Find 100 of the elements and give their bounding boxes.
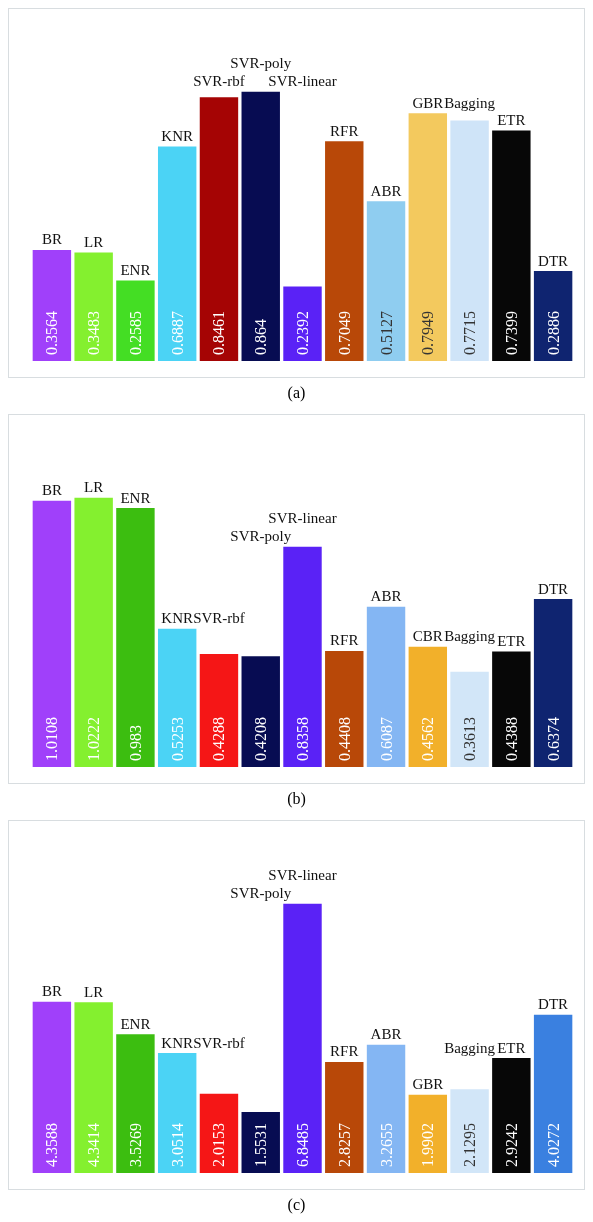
bar — [199, 1093, 239, 1173]
x-tick-label: LR — [84, 479, 104, 496]
x-tick-label: ETR — [497, 1039, 526, 1056]
data-label: 3.2655 — [377, 1123, 395, 1167]
bar — [366, 201, 406, 361]
bar — [366, 1044, 406, 1173]
bar — [325, 650, 364, 767]
data-label: 1.0222 — [85, 717, 103, 761]
x-tick-label: SVR-linear — [268, 510, 337, 527]
x-tick-label: ETR — [497, 632, 526, 649]
bar — [116, 508, 155, 767]
bar — [492, 130, 531, 361]
bar — [157, 628, 197, 767]
bar — [157, 1053, 197, 1173]
data-label: 0.4208 — [252, 717, 270, 761]
data-label: 2.1295 — [461, 1123, 479, 1167]
bar — [199, 97, 239, 361]
bar — [450, 120, 489, 361]
x-tick-label: ABR — [370, 182, 402, 199]
x-tick-label: BR — [41, 482, 62, 499]
data-label: 0.3613 — [461, 717, 479, 761]
x-tick-label: ENR — [120, 1015, 151, 1032]
data-label: 0.7715 — [461, 311, 479, 355]
x-tick-label: BR — [41, 983, 62, 1000]
x-tick-label: Bagging — [444, 94, 496, 111]
data-label: 0.4288 — [210, 717, 228, 761]
bar — [32, 500, 72, 767]
x-tick-label: DTR — [538, 252, 569, 269]
data-label: 3.0514 — [168, 1123, 186, 1167]
x-tick-label: SVR-linear — [268, 73, 337, 90]
data-label: 0.7949 — [419, 311, 437, 355]
bar — [74, 1002, 113, 1173]
data-label: 0.3564 — [43, 311, 61, 355]
data-label: 0.8358 — [294, 717, 311, 761]
bar — [199, 654, 239, 767]
data-label: 4.0272 — [544, 1123, 562, 1167]
x-tick-label: ENR — [120, 261, 151, 278]
data-label: 0.3483 — [85, 311, 103, 355]
bar — [74, 252, 113, 361]
bar — [32, 249, 72, 361]
bar — [408, 646, 448, 767]
x-tick-label: ABR — [370, 588, 402, 605]
text: (c) — [286, 1196, 307, 1216]
data-label: 0.6887 — [168, 311, 186, 355]
data-label: 2.8257 — [335, 1123, 353, 1167]
x-tick-label: KNR — [161, 610, 194, 627]
x-tick-label: RFR — [330, 632, 359, 649]
bar — [283, 286, 322, 361]
text: (a) — [286, 384, 307, 404]
x-tick-label: SVR-rbf — [193, 73, 245, 90]
x-tick-label: SVR-poly — [230, 885, 292, 902]
data-label: 1.5531 — [252, 1123, 270, 1167]
bar — [74, 497, 113, 767]
bar — [157, 146, 197, 361]
bar — [533, 599, 573, 767]
bar — [283, 546, 322, 767]
data-label: 0.2392 — [294, 311, 311, 355]
bar — [241, 1111, 280, 1173]
x-tick-label: CBR — [412, 628, 443, 645]
bar — [32, 1001, 72, 1173]
bar — [241, 91, 280, 361]
bar — [533, 1014, 573, 1173]
x-tick-label: GBR — [412, 94, 444, 111]
data-label: 0.7049 — [335, 311, 353, 355]
bar — [450, 671, 489, 767]
x-tick-label: SVR-poly — [230, 528, 292, 545]
bar — [116, 1034, 155, 1173]
x-tick-label: RFR — [330, 122, 359, 139]
data-label: 1.0108 — [43, 717, 61, 761]
data-label: 0.864 — [252, 319, 270, 355]
data-label: 0.8461 — [210, 311, 228, 355]
data-label: 6.8485 — [294, 1123, 311, 1167]
x-tick-label: ENR — [120, 489, 151, 506]
bar — [533, 271, 573, 361]
bar — [492, 1058, 531, 1173]
bar — [283, 903, 322, 1173]
bar — [366, 606, 406, 767]
bar — [450, 1089, 489, 1173]
data-label: 0.7399 — [502, 311, 520, 355]
x-tick-label: GBR — [412, 1076, 444, 1093]
x-tick-label: DTR — [538, 996, 569, 1013]
bar — [408, 1094, 448, 1173]
data-label: 2.0153 — [210, 1123, 228, 1167]
data-label: 0.6374 — [544, 717, 562, 761]
bar — [241, 656, 280, 767]
data-label: 0.4562 — [419, 717, 437, 761]
bar — [325, 141, 364, 361]
data-label: 4.3588 — [43, 1123, 61, 1167]
x-tick-label: ETR — [497, 111, 526, 128]
data-label: 2.9242 — [502, 1123, 520, 1167]
bar — [492, 651, 531, 767]
data-label: 1.9902 — [419, 1123, 437, 1167]
data-label: 0.2585 — [126, 311, 144, 355]
data-label: 4.3414 — [85, 1123, 103, 1167]
x-tick-label: RFR — [330, 1043, 359, 1060]
x-tick-label: DTR — [538, 580, 569, 597]
bar — [408, 113, 448, 361]
data-label: 0.6087 — [377, 717, 395, 761]
x-tick-label: LR — [84, 983, 104, 1000]
data-label: 3.5269 — [126, 1123, 144, 1167]
